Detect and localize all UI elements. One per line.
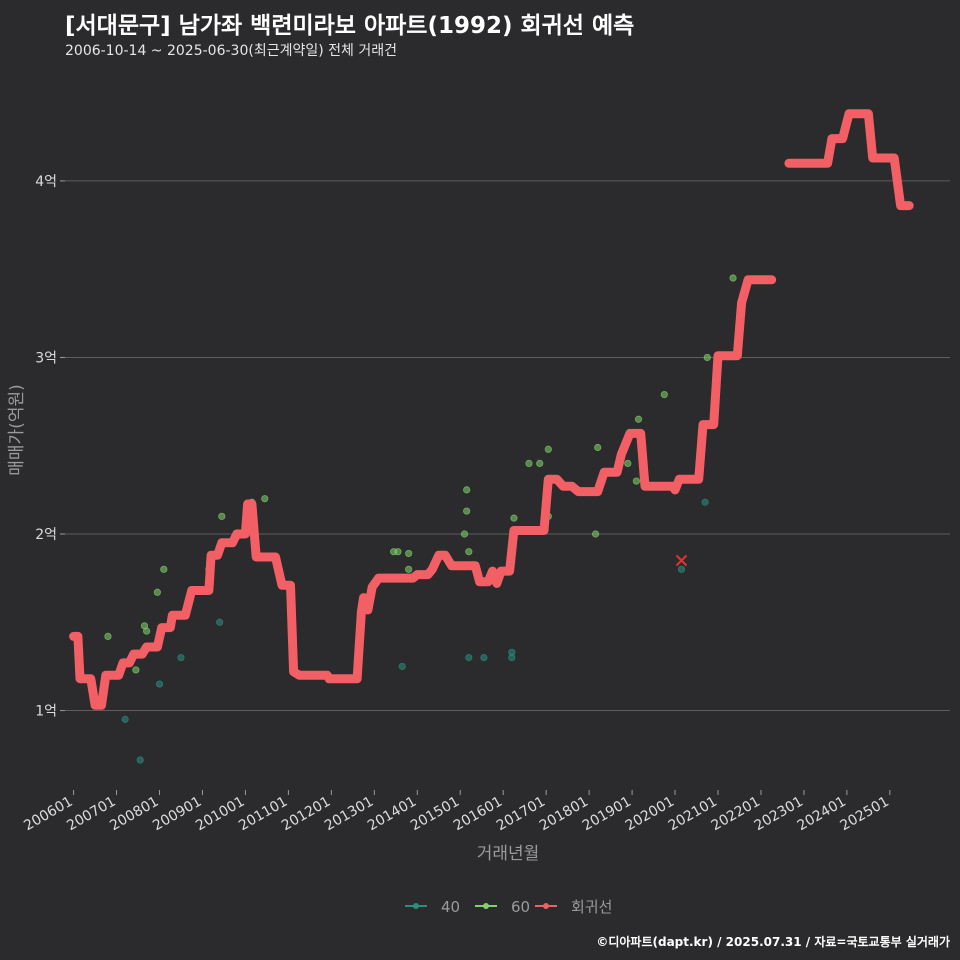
legend: 40 60 회귀선 bbox=[405, 898, 612, 916]
x-tick-label: 202001 bbox=[623, 794, 677, 835]
data-point-40 bbox=[216, 618, 224, 626]
data-point-60 bbox=[104, 632, 112, 641]
data-point-40 bbox=[701, 498, 709, 506]
data-point-60 bbox=[405, 565, 413, 573]
x-tick-label: 201201 bbox=[279, 794, 333, 835]
x-tick-label: 201401 bbox=[365, 794, 419, 835]
data-point-60 bbox=[132, 666, 140, 674]
data-point-60 bbox=[261, 495, 269, 503]
chart-title: [서대문구] 남가좌 백련미라보 아파트(1992) 회귀선 예측 bbox=[65, 13, 635, 39]
x-axis-label: 거래년월 bbox=[477, 844, 540, 864]
data-point-60 bbox=[510, 514, 518, 522]
x-tick-label: 201801 bbox=[537, 794, 591, 835]
data-point-60 bbox=[160, 565, 168, 573]
y-tick-label: 1억 bbox=[35, 704, 57, 720]
data-point-60 bbox=[394, 548, 402, 556]
x-tick-label: 201501 bbox=[408, 794, 462, 835]
y-tick-label: 2억 bbox=[35, 527, 57, 543]
regression-line-forecast bbox=[784, 109, 914, 211]
regression-line bbox=[69, 109, 914, 710]
y-tick-label: 3억 bbox=[35, 350, 57, 366]
legend-label: 60 bbox=[511, 898, 530, 916]
legend-item-reg: 회귀선 bbox=[535, 898, 612, 916]
data-point-40 bbox=[677, 565, 686, 573]
data-point-40 bbox=[398, 662, 406, 671]
x-tick-label: 201601 bbox=[451, 794, 505, 835]
outlier-marker bbox=[675, 554, 688, 567]
y-axis-label: 매매가(억원) bbox=[7, 384, 27, 475]
x-tick-label: 202201 bbox=[709, 794, 763, 835]
x-tick-label: 200701 bbox=[64, 794, 118, 835]
data-point-60 bbox=[536, 459, 544, 467]
data-point-60 bbox=[660, 390, 668, 399]
x-axis-ticks: 2006012007012008012009012010012011012012… bbox=[21, 790, 892, 834]
legend-item-40: 40 bbox=[405, 898, 460, 916]
regression-line-main bbox=[69, 275, 777, 710]
data-point-60 bbox=[632, 477, 640, 485]
x-tick-label: 201001 bbox=[193, 794, 247, 835]
data-point-60 bbox=[463, 507, 471, 515]
data-point-60 bbox=[405, 549, 413, 558]
x-tick-label: 200601 bbox=[21, 794, 75, 835]
x-tick-label: 201701 bbox=[494, 794, 548, 835]
data-point-60 bbox=[143, 627, 151, 635]
data-point-40 bbox=[177, 653, 185, 662]
y-tick-label: 4억 bbox=[35, 174, 57, 190]
data-point-60 bbox=[544, 445, 552, 453]
x-tick-label: 200901 bbox=[150, 794, 204, 835]
data-point-60 bbox=[703, 353, 711, 362]
data-point-60 bbox=[525, 459, 533, 467]
data-point-40 bbox=[508, 648, 516, 656]
x-tick-label: 202101 bbox=[666, 794, 720, 835]
data-point-60 bbox=[218, 512, 226, 520]
x-tick-label: 200801 bbox=[107, 794, 161, 835]
legend-dot bbox=[413, 903, 419, 909]
y-gridlines bbox=[65, 180, 950, 712]
legend-item-60: 60 bbox=[475, 898, 530, 916]
data-point-40 bbox=[155, 680, 164, 688]
data-point-60 bbox=[460, 530, 469, 538]
x-tick-label: 202301 bbox=[752, 794, 806, 835]
chart-subtitle: 2006-10-14 ~ 2025-06-30(최근계약일) 전체 거래건 bbox=[65, 43, 397, 59]
legend-label: 40 bbox=[441, 898, 460, 916]
data-point-40 bbox=[136, 756, 144, 764]
scatter-points bbox=[104, 274, 737, 764]
data-point-60 bbox=[634, 415, 643, 423]
outlier-stroke bbox=[675, 554, 688, 567]
x-tick-label: 201901 bbox=[580, 794, 634, 835]
x-tick-label: 201301 bbox=[322, 794, 376, 835]
data-point-60 bbox=[463, 486, 471, 494]
x-tick-label: 202501 bbox=[838, 794, 892, 835]
data-point-60 bbox=[594, 443, 602, 452]
x-tick-label: 201101 bbox=[236, 794, 290, 835]
data-credit: ©디아파트(dapt.kr) / 2025.07.31 / 자료=국토교통부 실… bbox=[596, 935, 950, 949]
data-point-60 bbox=[729, 274, 737, 282]
data-point-60 bbox=[153, 588, 161, 596]
data-point-40 bbox=[480, 653, 488, 662]
data-point-40 bbox=[121, 715, 129, 723]
data-point-60 bbox=[624, 459, 632, 467]
data-point-60 bbox=[465, 548, 473, 556]
data-point-40 bbox=[465, 653, 473, 662]
legend-dot bbox=[483, 903, 489, 909]
y-axis-ticks: 1억 2억 3억 4억 bbox=[35, 174, 65, 720]
x-tick-label: 202401 bbox=[795, 794, 849, 835]
data-point-60 bbox=[591, 530, 600, 538]
legend-label: 회귀선 bbox=[571, 898, 612, 916]
legend-dot bbox=[543, 903, 549, 909]
